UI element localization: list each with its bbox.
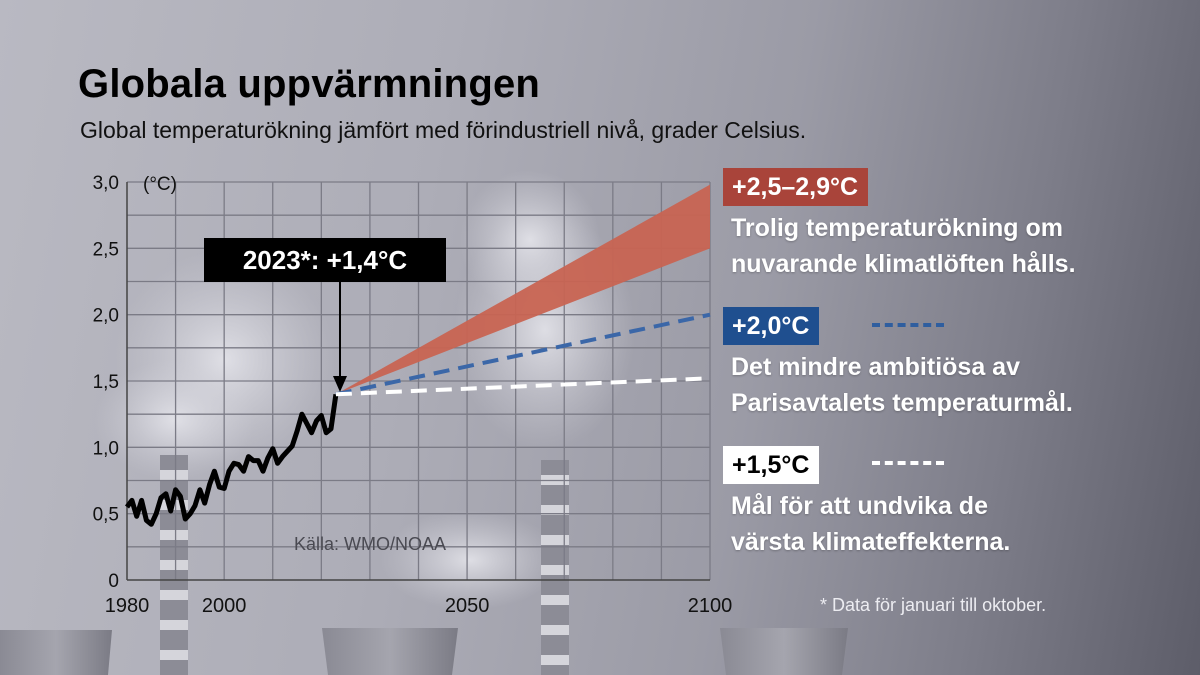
annotation-2023-label: 2023*: +1,4°C	[243, 245, 408, 275]
y-tick-label: 3,0	[93, 173, 119, 194]
y-tick-label: 0,5	[93, 505, 119, 526]
annotation-2023-arrowhead	[333, 376, 347, 392]
chart-subtitle: Global temperaturökning jämfört med föri…	[80, 117, 807, 143]
scenario-2c-dash-icon	[872, 323, 944, 327]
y-axis-unit-label: (°C)	[143, 174, 177, 195]
y-tick-label: 1,0	[93, 438, 119, 459]
scenario-badge-1-5c: +1,5°C	[723, 446, 820, 484]
y-tick-label: 0	[108, 571, 119, 592]
y-tick-label: 2,0	[93, 306, 119, 327]
x-tick-label: 2000	[202, 595, 247, 617]
scenario-desc-2c-line2: Parisavtalets temperaturmål.	[731, 389, 1073, 417]
projection-band-high	[335, 184, 710, 395]
x-tick-label: 1980	[105, 595, 150, 617]
x-tick-label: 2050	[445, 595, 490, 617]
footnote: * Data för januari till oktober.	[820, 595, 1047, 615]
scenario-badge-2c: +2,0°C	[723, 307, 820, 345]
x-tick-label: 2100	[688, 595, 733, 617]
scenario-desc-high-line2: nuvarande klimatlöften hålls.	[731, 250, 1076, 278]
scenario-1-5c-dash-icon	[872, 461, 944, 465]
scenario-badge-high: +2,5–2,9°C	[723, 168, 869, 206]
projection-line-2	[335, 376, 711, 397]
chart-axes	[126, 182, 710, 581]
chart-title: Globala uppvärmningen	[78, 62, 541, 106]
source-label: Källa: WMO/NOAA	[294, 534, 446, 554]
projection-line-1	[335, 312, 711, 397]
scenario-desc-1-5c-line2: värsta klimateffekterna.	[731, 528, 1011, 556]
annotation-2023: 2023*: +1,4°C	[204, 238, 446, 392]
y-tick-label: 2,5	[93, 239, 119, 260]
tick-labels: 0 0,5 1,0 1,5 2,0 2,5 3,0 1980 2000 2050 2100	[93, 173, 733, 617]
chart-plot-area	[124, 184, 711, 527]
historical-temperature-line	[124, 393, 339, 527]
y-tick-label: 1,5	[93, 372, 119, 393]
scenario-desc-high-line1: Trolig temperaturökning om	[731, 214, 1063, 242]
scenario-desc-2c-line1: Det mindre ambitiösa av	[731, 353, 1020, 381]
annotation-2023-box	[204, 238, 446, 282]
scenario-desc-1-5c-line1: Mål för att undvika de	[731, 492, 988, 520]
